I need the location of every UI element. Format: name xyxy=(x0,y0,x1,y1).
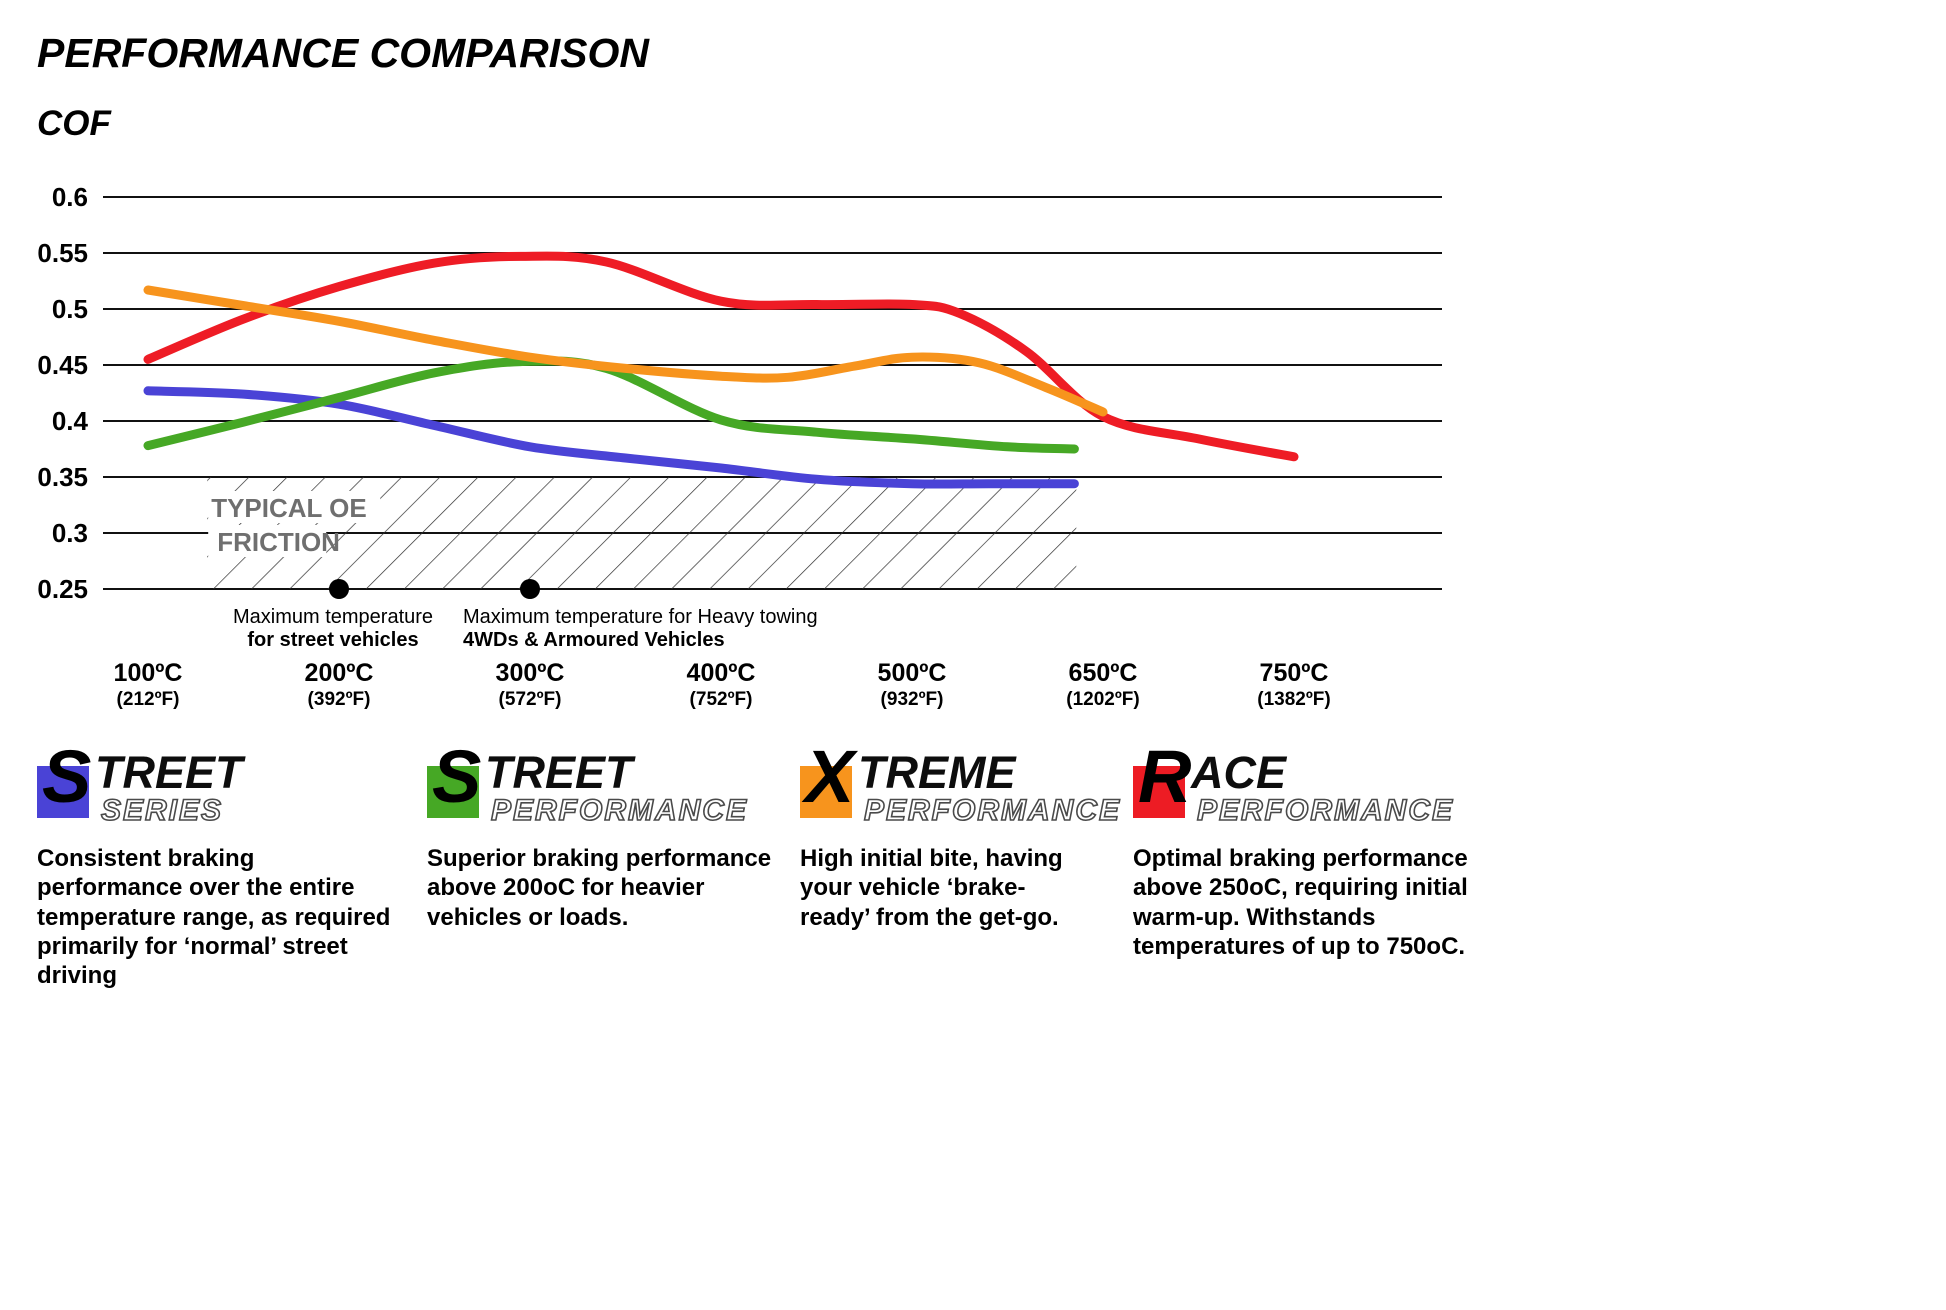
x-tick-label: 100ºC xyxy=(114,659,183,687)
y-tick-label: 0.25 xyxy=(37,574,88,604)
logo-letter: S xyxy=(42,735,92,818)
logo-square xyxy=(1133,766,1185,818)
legend-item-street-series: S TREET SERIES Consistent braking perfor… xyxy=(37,740,427,990)
logo-letter: R xyxy=(1138,735,1192,818)
logo-word-top: TREET xyxy=(95,747,243,798)
series-description: High initial bite, having your vehicle ‘… xyxy=(800,845,1063,931)
street-performance-logo: S TREET PERFORMANCE xyxy=(427,740,800,832)
x-tick-sublabel: (212ºF) xyxy=(117,689,180,710)
logo-word-top: TREET xyxy=(485,747,633,798)
logo-letter: S xyxy=(432,735,482,818)
logo-square xyxy=(37,766,89,818)
x-tick-sublabel: (1202ºF) xyxy=(1066,689,1139,710)
y-tick-label: 0.4 xyxy=(52,406,89,436)
logo-word-top: TREME xyxy=(858,747,1016,798)
y-tick-label: 0.5 xyxy=(52,294,88,324)
x-tick-label: 300ºC xyxy=(496,659,565,687)
logo-word-bottom: SERIES xyxy=(100,794,224,827)
x-tick-label: 200ºC xyxy=(305,659,374,687)
legend-item-xtreme-performance: X TREME PERFORMANCE High initial bite, h… xyxy=(800,740,1133,990)
race-performance-logo: R ACE PERFORMANCE xyxy=(1133,740,1926,832)
max-temp-marker xyxy=(329,579,349,599)
oe-label-underlay xyxy=(208,525,327,557)
marker-caption-line1: Maximum temperature xyxy=(233,606,433,628)
max-temp-marker xyxy=(520,579,540,599)
xtreme-performance-logo: X TREME PERFORMANCE xyxy=(800,740,1133,832)
x-tick-label: 400ºC xyxy=(687,659,756,687)
series-street-performance xyxy=(143,356,1079,454)
y-tick-label: 0.55 xyxy=(37,238,88,268)
legend: S TREET SERIES Consistent braking perfor… xyxy=(37,740,1926,990)
marker-caption-line1: Maximum temperature for Heavy towing xyxy=(463,606,818,628)
x-tick-label: 500ºC xyxy=(878,659,947,687)
oe-band-label-line1: TYPICAL OE xyxy=(211,493,367,523)
x-tick-label: 750ºC xyxy=(1260,659,1329,687)
x-tick-sublabel: (1382ºF) xyxy=(1257,689,1330,710)
logo-word-bottom: PERFORMANCE xyxy=(1196,794,1455,827)
y-tick-label: 0.6 xyxy=(52,182,88,212)
page-title: PERFORMANCE COMPARISON xyxy=(37,30,649,76)
street-series-logo: S TREET SERIES xyxy=(37,740,427,832)
series-description: Consistent braking performance over the … xyxy=(37,845,391,990)
x-tick-sublabel: (572ºF) xyxy=(499,689,562,710)
y-tick-label: 0.45 xyxy=(37,350,88,380)
legend-item-race-performance: R ACE PERFORMANCE Optimal braking perfor… xyxy=(1133,740,1926,990)
series-street-series xyxy=(143,386,1079,489)
x-tick-sublabel: (932ºF) xyxy=(881,689,944,710)
oe-band-label-line2: FRICTION xyxy=(217,527,340,557)
logo-word-bottom: PERFORMANCE xyxy=(490,794,749,827)
logo-square xyxy=(427,766,479,818)
cof-line-chart: 0.6 0.55 0.5 0.45 0.4 0.35 0.3 0.25 TYPICAL OE FR… xyxy=(37,182,1442,710)
series-description: Superior braking performance above 200oC… xyxy=(427,845,772,931)
x-tick-sublabel: (752ºF) xyxy=(690,689,753,710)
logo-word-bottom: PERFORMANCE xyxy=(863,794,1122,827)
series-race-performance xyxy=(143,251,1299,462)
series-xtreme-performance xyxy=(143,285,1108,417)
logo-letter: X xyxy=(805,735,855,818)
marker-caption-line2: 4WDs & Armoured Vehicles xyxy=(463,629,725,651)
y-axis-title: COF xyxy=(37,104,111,143)
oe-label-underlay xyxy=(208,491,381,523)
logo-word-top: ACE xyxy=(1191,747,1287,798)
marker-caption-line2: for street vehicles xyxy=(247,629,418,651)
legend-item-street-performance: S TREET PERFORMANCE Superior braking per… xyxy=(427,740,800,990)
logo-square xyxy=(800,766,852,818)
y-tick-label: 0.35 xyxy=(37,462,88,492)
x-tick-label: 650ºC xyxy=(1069,659,1138,687)
series-description: Optimal braking performance above 250oC,… xyxy=(1133,845,1468,960)
x-tick-sublabel: (392ºF) xyxy=(308,689,371,710)
y-tick-label: 0.3 xyxy=(52,518,88,548)
